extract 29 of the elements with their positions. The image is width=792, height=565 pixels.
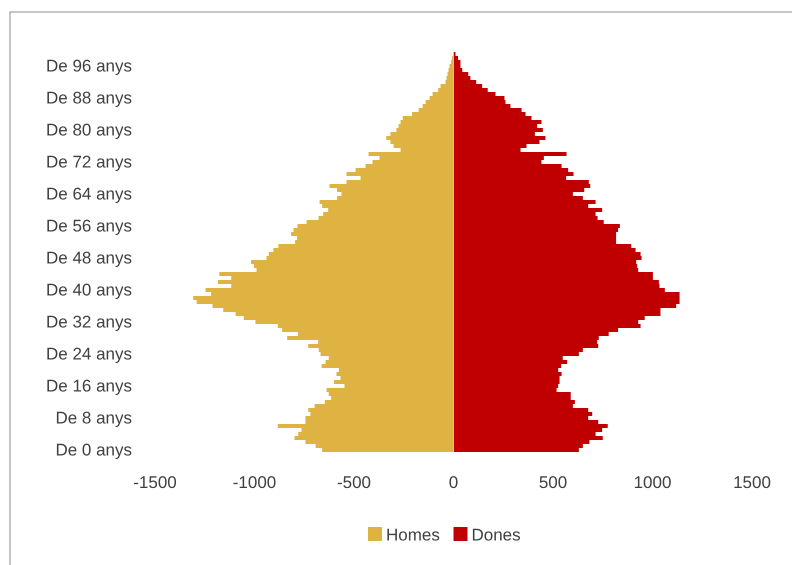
bar <box>454 152 567 156</box>
x-tick-label: 1000 <box>634 473 672 492</box>
y-tick-label: De 56 anys <box>46 216 132 236</box>
legend-label: Homes <box>386 526 440 544</box>
bar <box>432 92 454 96</box>
x-tick-label: -500 <box>336 473 372 492</box>
y-tick-label: De 96 anys <box>46 56 132 76</box>
y-tick-label: De 24 anys <box>46 344 132 364</box>
y-tick-label: De 64 anys <box>46 184 132 204</box>
x-tick-label: -1500 <box>133 473 177 492</box>
y-tick-label: De 88 anys <box>46 88 132 108</box>
bar <box>368 152 454 156</box>
legend-label: Dones <box>472 526 521 544</box>
x-tick-label: 500 <box>538 473 568 492</box>
bar <box>454 60 460 64</box>
bar <box>454 72 468 76</box>
bar <box>440 84 454 88</box>
y-tick-label: De 0 anys <box>55 440 132 460</box>
y-tick-label: De 32 anys <box>46 312 132 332</box>
bar <box>454 448 579 452</box>
y-tick-label: De 16 anys <box>46 376 132 396</box>
y-tick-label: De 8 anys <box>55 408 132 428</box>
y-tick-label: De 48 anys <box>46 248 132 268</box>
y-tick-label: De 72 anys <box>46 152 132 172</box>
y-tick-label: De 40 anys <box>46 280 132 300</box>
x-tick-label: 0 <box>448 473 458 492</box>
x-tick-label: -1000 <box>232 473 276 492</box>
x-tick-label: 1500 <box>733 473 771 492</box>
y-tick-label: De 80 anys <box>46 120 132 140</box>
